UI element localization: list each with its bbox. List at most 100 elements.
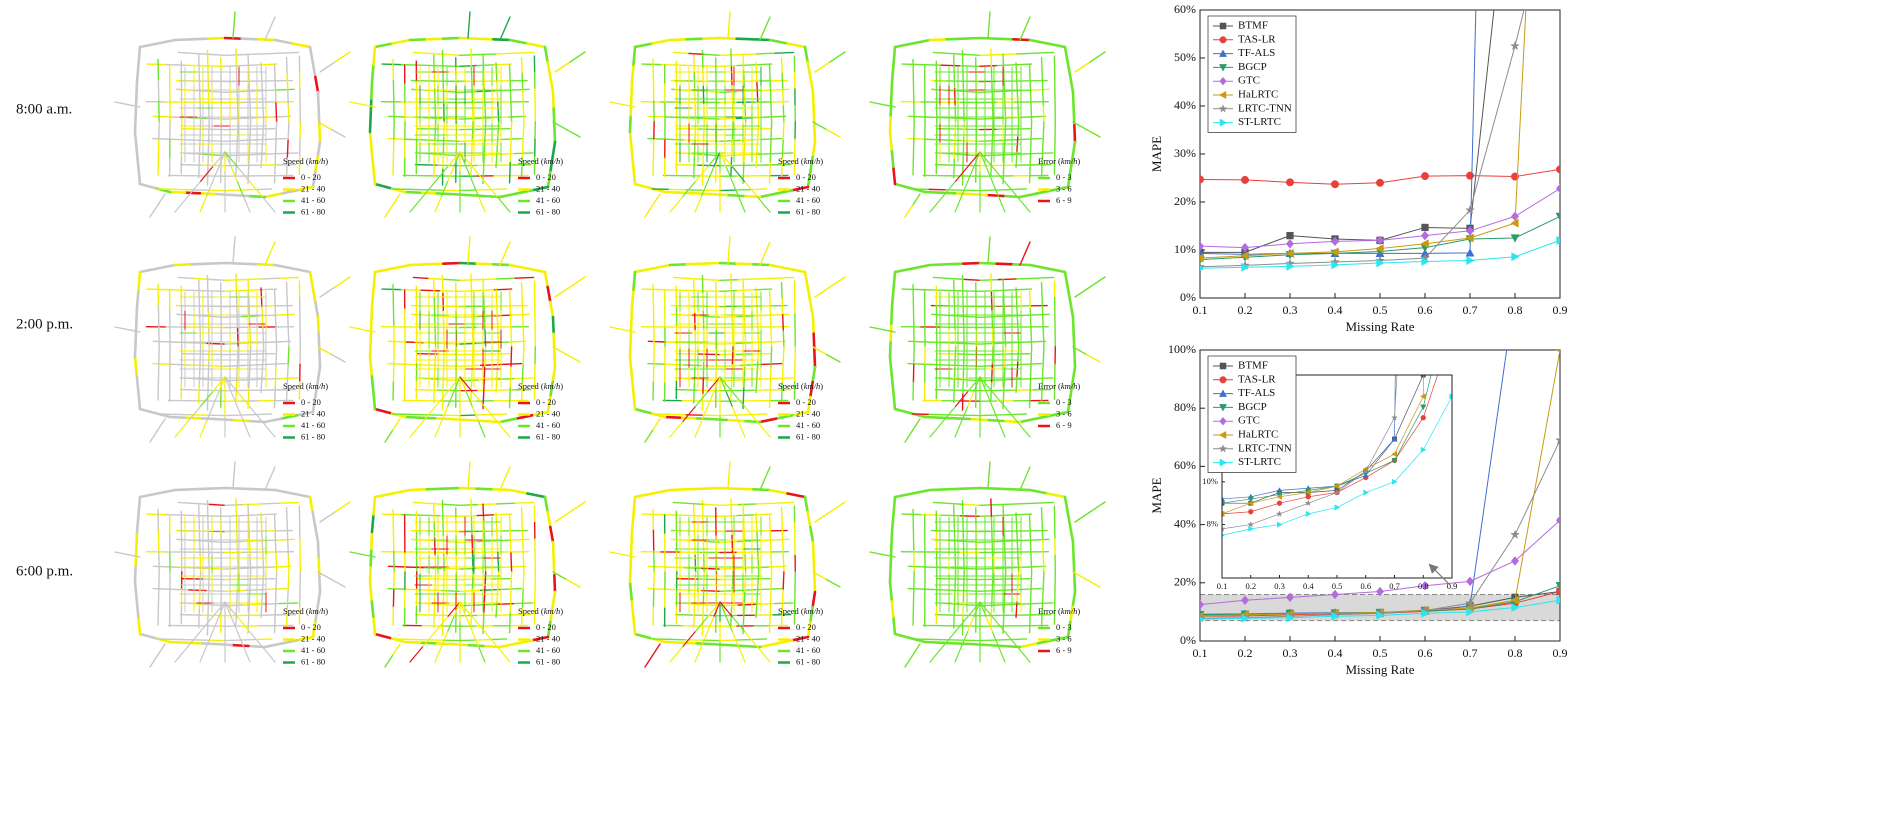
- road: [171, 589, 189, 590]
- y-axis-label: MAPE: [1149, 477, 1164, 513]
- road: [225, 190, 241, 191]
- road: [137, 65, 139, 83]
- road: [926, 364, 944, 365]
- legend-label: TF-ALS: [1238, 387, 1275, 399]
- road: [471, 67, 472, 85]
- data-point: [1511, 530, 1519, 538]
- map-legend-label: 21 - 40: [796, 408, 820, 418]
- road: [1030, 40, 1048, 44]
- road: [225, 365, 246, 366]
- road: [225, 516, 242, 517]
- map-legend-label: 0 - 20: [536, 172, 556, 182]
- road: [213, 602, 226, 617]
- road: [189, 365, 207, 366]
- road: [510, 490, 528, 494]
- road: [500, 242, 510, 265]
- map-legend-label: 21 - 40: [796, 633, 820, 643]
- road: [988, 237, 990, 263]
- data-point: [1466, 206, 1474, 214]
- road: [694, 609, 695, 628]
- road: [496, 152, 497, 167]
- road: [737, 489, 754, 490]
- road: [744, 313, 745, 330]
- road: [287, 524, 288, 540]
- road: [135, 357, 137, 374]
- road: [902, 64, 921, 65]
- road: [511, 103, 512, 122]
- road: [233, 462, 235, 488]
- road: [236, 292, 237, 310]
- road: [315, 527, 318, 542]
- road: [199, 159, 200, 178]
- road: [467, 420, 484, 421]
- road: [744, 71, 745, 88]
- road: [908, 566, 926, 567]
- road: [1016, 379, 1034, 380]
- road: [275, 490, 293, 494]
- road: [1030, 534, 1031, 553]
- road: [275, 367, 276, 387]
- map-legend-label: 41 - 60: [301, 420, 325, 430]
- road: [410, 39, 427, 40]
- road: [523, 331, 524, 347]
- road: [891, 532, 892, 549]
- road: [1017, 362, 1018, 377]
- road: [1020, 644, 1036, 647]
- map-legend-title-part: ): [560, 381, 563, 391]
- road: [732, 572, 733, 590]
- road: [970, 419, 987, 420]
- road: [553, 92, 554, 109]
- road: [241, 640, 257, 641]
- x-tick-label: 0.8: [1508, 646, 1523, 660]
- road: [232, 195, 249, 196]
- road: [406, 364, 424, 365]
- road: [479, 422, 485, 437]
- road: [467, 645, 484, 646]
- road: [810, 302, 813, 317]
- road: [275, 613, 276, 633]
- road: [968, 167, 974, 182]
- road: [237, 347, 238, 365]
- road: [684, 365, 702, 366]
- road: [733, 554, 734, 572]
- road: [185, 418, 200, 419]
- road: [895, 44, 913, 48]
- road: [895, 269, 913, 273]
- road: [962, 366, 980, 367]
- road: [170, 642, 185, 643]
- road: [237, 140, 238, 158]
- road: [955, 617, 968, 632]
- road: [714, 377, 720, 392]
- road: [930, 489, 947, 490]
- road: [991, 292, 992, 310]
- map-legend-title-part: ): [1077, 156, 1080, 166]
- road: [1030, 309, 1031, 328]
- road: [1032, 539, 1049, 540]
- road: [756, 379, 774, 380]
- data-point: [1220, 363, 1226, 369]
- road: [1074, 350, 1075, 367]
- road: [694, 366, 695, 385]
- road: [385, 206, 393, 218]
- legend-marker: [1220, 363, 1226, 369]
- x-tick-label: 0.3: [1283, 303, 1298, 317]
- road: [515, 277, 533, 278]
- road: [320, 62, 335, 72]
- road: [215, 644, 232, 645]
- road: [944, 343, 962, 344]
- x-tick-label: 0.3: [1283, 646, 1298, 660]
- road: [471, 499, 472, 517]
- road: [444, 279, 460, 280]
- road: [694, 384, 695, 403]
- road: [496, 602, 497, 617]
- data-point: [1248, 509, 1253, 514]
- road: [158, 419, 166, 431]
- road: [737, 290, 754, 291]
- road: [275, 515, 276, 534]
- road: [987, 420, 1004, 421]
- map-legend-label: 41 - 60: [301, 195, 325, 205]
- road: [444, 504, 460, 505]
- road: [751, 189, 767, 190]
- road: [1031, 553, 1032, 572]
- road: [215, 419, 232, 420]
